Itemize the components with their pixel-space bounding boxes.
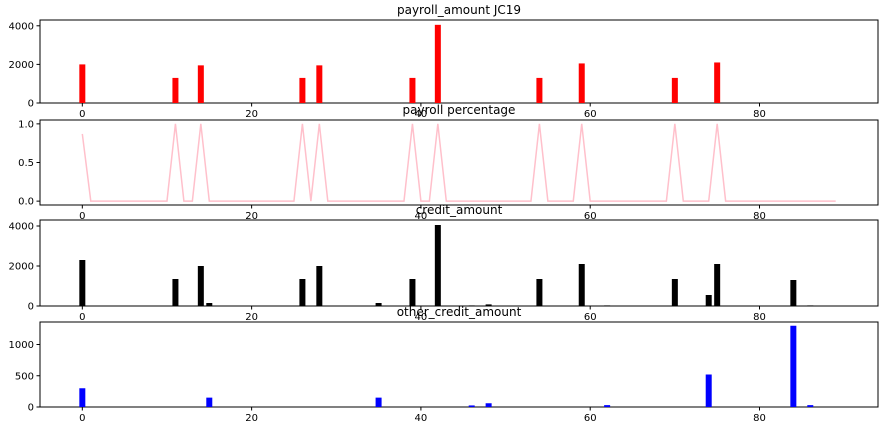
chart-panel-4: 0 20 40 60 80 0 500 1000 other_credit_amount (9, 305, 879, 424)
bar-mark (807, 405, 814, 408)
y-tick-label: 2000 (9, 262, 34, 273)
y-tick-label: 2000 (9, 60, 34, 71)
x-tick-label: 80 (753, 211, 766, 222)
bar-mark (409, 77, 416, 103)
bar-mark (197, 266, 204, 306)
chart-title: payroll_amount JC19 (397, 3, 521, 17)
x-tick-label: 20 (245, 109, 258, 120)
y-tick-label: 1.0 (18, 119, 34, 130)
bar-mark (536, 279, 543, 306)
x-tick-label: 60 (584, 312, 597, 323)
bar-mark (172, 279, 179, 306)
bar-mark (485, 403, 492, 407)
bar-mark (375, 303, 382, 306)
axes-frame (39, 119, 879, 206)
bar-mark (434, 24, 441, 103)
bar-mark (434, 225, 441, 306)
bar-mark (316, 65, 323, 103)
bar-mark (790, 325, 797, 407)
bar-mark (705, 374, 712, 407)
bar-mark (206, 303, 213, 306)
series-line (81, 123, 836, 202)
chart-panel-1: 0 20 40 60 80 0 2000 4000 payroll_amount JC19 (9, 3, 879, 120)
bar-mark (671, 77, 678, 103)
bar-mark (316, 266, 323, 306)
x-tick-label: 60 (584, 413, 597, 424)
y-tick-label: 0.0 (18, 197, 34, 208)
axes-frame (39, 19, 879, 104)
y-tick-label: 0.5 (18, 158, 34, 169)
x-tick-label: 80 (753, 312, 766, 323)
bar-mark (299, 279, 306, 306)
bar-mark (206, 397, 213, 408)
x-tick-label: 80 (753, 109, 766, 120)
x-tick-label: 0 (79, 312, 85, 323)
bar-mark (409, 279, 416, 306)
chart-title: credit_amount (416, 203, 503, 217)
bar-mark (468, 405, 475, 407)
y-tick-label: 0 (28, 99, 34, 110)
x-tick-label: 40 (415, 312, 428, 323)
bar-mark (807, 305, 814, 307)
chart-title: other_credit_amount (397, 305, 522, 319)
x-tick-label: 80 (753, 413, 766, 424)
chart-title: payroll percentage (403, 103, 516, 117)
y-tick-label: 4000 (9, 222, 34, 233)
axes-frame (39, 219, 879, 307)
bar-mark (714, 264, 721, 306)
bar-mark (468, 305, 475, 307)
x-tick-label: 20 (245, 413, 258, 424)
chart-panel-3: 0 20 40 60 80 0 2000 4000 credit_amount (9, 203, 879, 323)
bar-mark (375, 397, 382, 408)
bar-mark (79, 260, 86, 306)
bar-mark (705, 295, 712, 306)
bar-mark (197, 65, 204, 103)
x-tick-label: 40 (415, 109, 428, 120)
y-tick-label: 0 (28, 302, 34, 313)
x-tick-label: 40 (415, 211, 428, 222)
bar-mark (79, 388, 86, 407)
x-tick-label: 60 (584, 109, 597, 120)
bar-mark (790, 280, 797, 306)
bar-mark (604, 405, 611, 408)
x-tick-label: 0 (79, 109, 85, 120)
bar-mark (578, 63, 585, 103)
bar-mark (578, 264, 585, 306)
bar-mark (172, 77, 179, 103)
y-tick-label: 1000 (9, 340, 34, 351)
y-tick-label: 4000 (9, 21, 34, 32)
x-tick-label: 40 (415, 413, 428, 424)
y-tick-label: 0 (28, 403, 34, 414)
x-tick-label: 0 (79, 211, 85, 222)
bar-mark (671, 279, 678, 306)
bar-mark (79, 64, 86, 103)
x-tick-label: 0 (79, 413, 85, 424)
x-tick-label: 60 (584, 211, 597, 222)
bar-mark (536, 77, 543, 103)
x-tick-label: 20 (245, 312, 258, 323)
bar-mark (714, 62, 721, 103)
axes-frame (39, 321, 879, 408)
bar-mark (485, 304, 492, 306)
bar-mark (299, 77, 306, 103)
bar-mark (604, 305, 611, 307)
chart-panel-2: 0 20 40 60 80 0.0 0.5 1.0 payroll percentage (18, 103, 879, 222)
y-tick-label: 500 (15, 371, 34, 382)
x-tick-label: 20 (245, 211, 258, 222)
